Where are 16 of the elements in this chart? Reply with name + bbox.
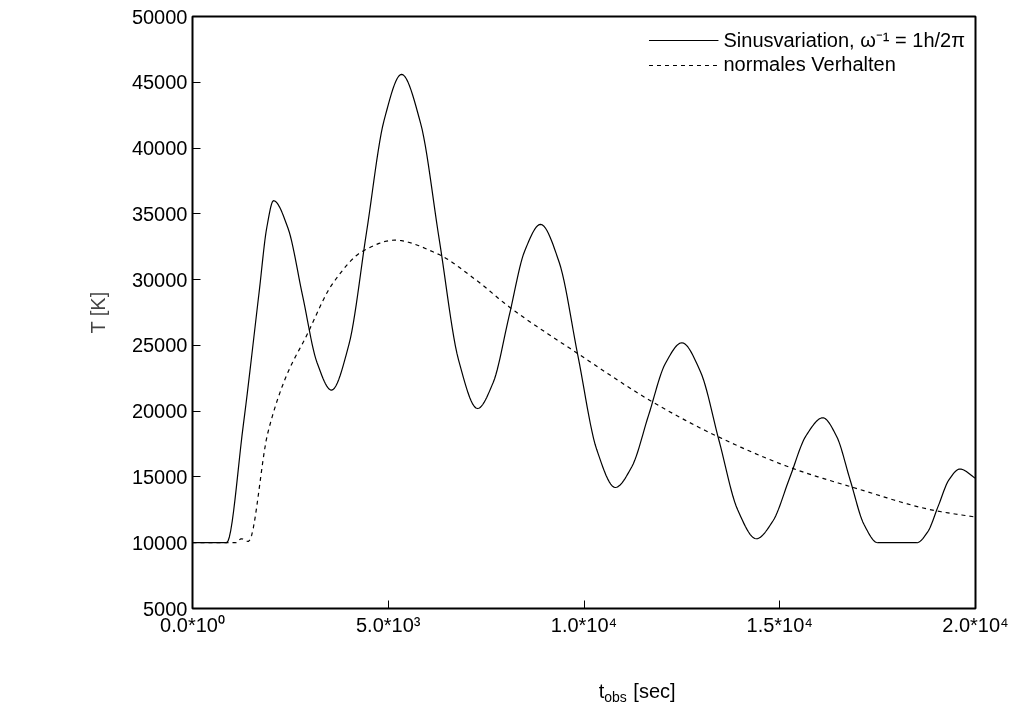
x-tick-label: 2.0*10⁴: [942, 613, 1009, 636]
legend-label: normales Verhalten: [723, 53, 896, 76]
y-tick-label: 15000: [131, 465, 188, 488]
y-axis-title: T [K]: [86, 291, 109, 334]
x-tick-label: 5.0*10³: [356, 613, 421, 636]
y-tick-label: 20000: [131, 400, 188, 423]
y-tick-label: 40000: [131, 137, 188, 160]
y-tick-label: 10000: [131, 531, 188, 554]
x-tick-label: 1.5*10⁴: [746, 613, 813, 636]
y-tick-label: 25000: [131, 334, 188, 357]
y-tick-label: 45000: [131, 71, 188, 94]
y-tick-label: 35000: [131, 202, 188, 225]
y-tick-label: 30000: [131, 268, 188, 291]
legend-label: Sinusvariation, ω⁻¹ = 1h/2π: [723, 28, 965, 53]
x-tick-label: 1.0*10⁴: [550, 613, 618, 636]
y-tick-label: 50000: [131, 5, 188, 28]
